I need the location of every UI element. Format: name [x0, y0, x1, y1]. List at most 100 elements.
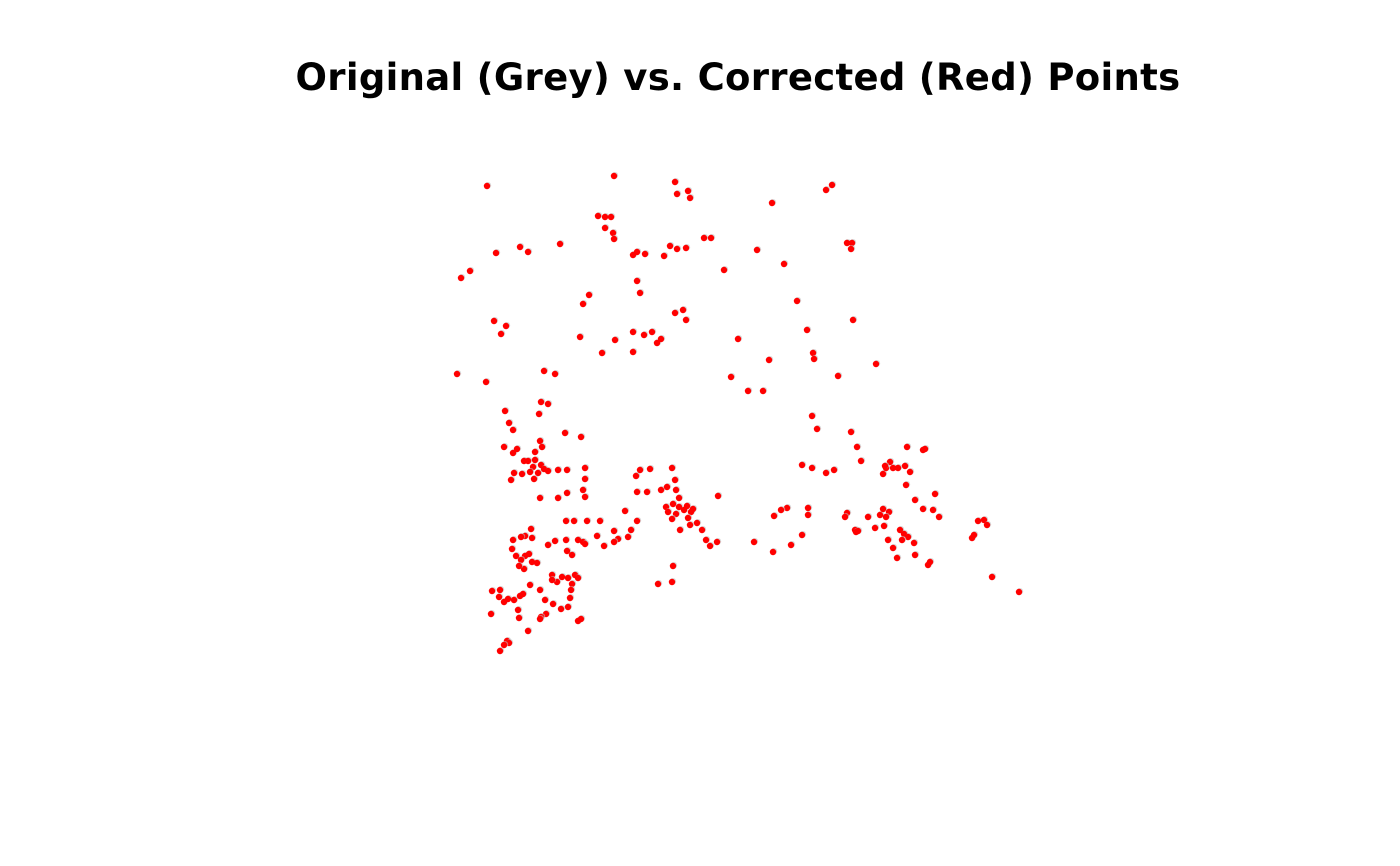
corrected-points-layer	[453, 172, 1024, 655]
corrected-point	[554, 466, 562, 474]
corrected-point	[536, 437, 544, 445]
corrected-point	[798, 461, 806, 469]
corrected-point	[713, 538, 721, 546]
corrected-point	[889, 464, 897, 472]
corrected-point	[596, 517, 604, 525]
corrected-point	[653, 339, 661, 347]
corrected-point	[906, 468, 914, 476]
corrected-point	[562, 517, 570, 525]
corrected-point	[593, 532, 601, 540]
corrected-point	[1015, 588, 1023, 596]
corrected-point	[810, 355, 818, 363]
corrected-point	[804, 511, 812, 519]
corrected-point	[453, 370, 461, 378]
corrected-point	[554, 494, 562, 502]
corrected-point	[783, 504, 791, 512]
corrected-point	[822, 469, 830, 477]
corrected-point	[803, 326, 811, 334]
corrected-point	[544, 467, 552, 475]
corrected-point	[512, 552, 520, 560]
corrected-point	[551, 370, 559, 378]
corrected-point	[657, 486, 665, 494]
corrected-point	[879, 505, 887, 513]
corrected-point	[564, 603, 572, 611]
corrected-point	[689, 505, 697, 513]
corrected-point	[538, 443, 546, 451]
corrected-point	[921, 445, 929, 453]
corrected-point	[988, 573, 996, 581]
corrected-point	[780, 260, 788, 268]
corrected-point	[898, 536, 906, 544]
corrected-point	[669, 562, 677, 570]
corrected-point	[531, 448, 539, 456]
corrected-point	[564, 574, 572, 582]
corrected-point	[684, 514, 692, 522]
corrected-point	[563, 547, 571, 555]
corrected-point	[901, 462, 909, 470]
corrected-point	[787, 541, 795, 549]
corrected-point	[577, 433, 585, 441]
corrected-point	[853, 443, 861, 451]
corrected-point	[663, 483, 671, 491]
corrected-point	[813, 425, 821, 433]
corrected-point	[893, 554, 901, 562]
corrected-point	[535, 410, 543, 418]
corrected-point	[568, 551, 576, 559]
corrected-point	[759, 387, 767, 395]
corrected-point	[577, 615, 585, 623]
corrected-point	[490, 317, 498, 325]
corrected-point	[896, 526, 904, 534]
corrected-point	[633, 488, 641, 496]
corrected-point	[524, 248, 532, 256]
corrected-point	[750, 538, 758, 546]
corrected-point	[843, 239, 851, 247]
corrected-point	[516, 243, 524, 251]
corrected-point	[488, 587, 496, 595]
corrected-point	[983, 521, 991, 529]
corrected-point	[540, 367, 548, 375]
corrected-point	[671, 476, 679, 484]
corrected-point	[610, 538, 618, 546]
corrected-point	[669, 500, 677, 508]
corrected-point	[508, 545, 516, 553]
corrected-point	[830, 466, 838, 474]
corrected-point	[509, 536, 517, 544]
corrected-point	[970, 531, 978, 539]
corrected-point	[714, 492, 722, 500]
corrected-point	[734, 335, 742, 343]
corrected-point	[528, 534, 536, 542]
corrected-point	[563, 466, 571, 474]
corrected-point	[980, 516, 988, 524]
corrected-point	[683, 502, 691, 510]
corrected-point	[889, 544, 897, 552]
corrected-point	[621, 507, 629, 515]
corrected-point	[793, 297, 801, 305]
corrected-point	[682, 244, 690, 252]
corrected-point	[809, 349, 817, 357]
corrected-point	[579, 300, 587, 308]
corrected-point	[576, 333, 584, 341]
corrected-point	[504, 595, 512, 603]
corrected-point	[672, 486, 680, 494]
corrected-point	[510, 596, 518, 604]
corrected-point	[904, 533, 912, 541]
corrected-point	[579, 486, 587, 494]
corrected-point	[629, 328, 637, 336]
corrected-point	[527, 525, 535, 533]
corrected-point	[544, 400, 552, 408]
corrected-point	[633, 517, 641, 525]
corrected-point	[880, 522, 888, 530]
corrected-point	[611, 336, 619, 344]
corrected-point	[610, 527, 618, 535]
corrected-point	[457, 274, 465, 282]
corrected-point	[557, 605, 565, 613]
corrected-point	[492, 249, 500, 257]
corrected-point	[568, 580, 576, 588]
corrected-point	[509, 449, 517, 457]
corrected-point	[534, 469, 542, 477]
corrected-point	[629, 348, 637, 356]
corrected-point	[926, 558, 934, 566]
corrected-point	[854, 527, 862, 535]
corrected-point	[646, 465, 654, 473]
corrected-point	[879, 470, 887, 478]
